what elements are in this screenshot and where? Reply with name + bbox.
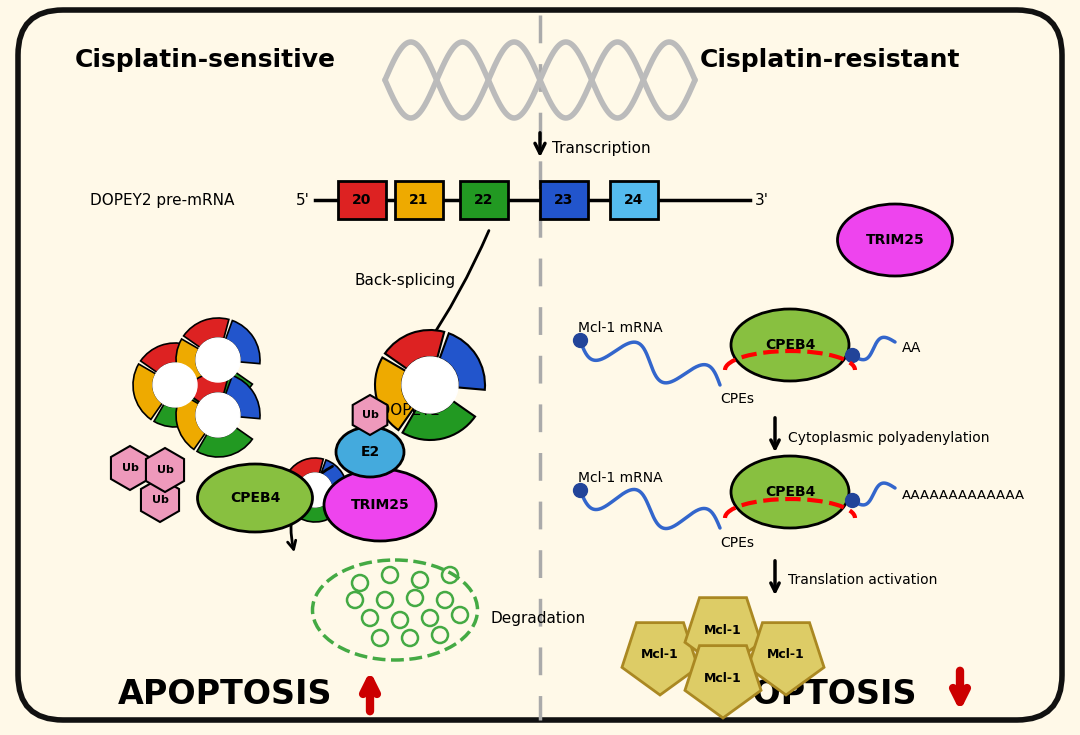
Polygon shape [111, 446, 149, 490]
Text: Mcl-1: Mcl-1 [642, 648, 679, 662]
Wedge shape [197, 373, 253, 402]
Wedge shape [321, 460, 347, 492]
FancyBboxPatch shape [460, 181, 508, 219]
Wedge shape [283, 474, 306, 516]
Wedge shape [183, 345, 217, 389]
Circle shape [153, 363, 197, 407]
FancyBboxPatch shape [610, 181, 658, 219]
Circle shape [195, 393, 240, 437]
Ellipse shape [324, 469, 436, 541]
Polygon shape [685, 598, 761, 670]
Text: CPEB4: CPEB4 [765, 338, 815, 352]
Text: Cisplatin-resistant: Cisplatin-resistant [700, 48, 960, 72]
Polygon shape [146, 448, 184, 492]
Text: 24: 24 [624, 193, 644, 207]
Text: AAAAAAAAAAAAA: AAAAAAAAAAAAA [902, 489, 1025, 501]
Ellipse shape [336, 427, 404, 477]
Text: TRIM25: TRIM25 [866, 233, 924, 247]
Text: Cytoplasmic polyadenylation: Cytoplasmic polyadenylation [788, 431, 989, 445]
Ellipse shape [198, 464, 312, 532]
Text: Translation activation: Translation activation [788, 573, 937, 587]
Text: 23: 23 [554, 193, 573, 207]
Text: Cisplatin-sensitive: Cisplatin-sensitive [75, 48, 336, 72]
Polygon shape [353, 395, 388, 435]
Wedge shape [197, 428, 253, 457]
Text: 21: 21 [409, 193, 429, 207]
Circle shape [298, 473, 332, 507]
Ellipse shape [731, 456, 849, 528]
Wedge shape [140, 343, 186, 373]
FancyBboxPatch shape [18, 10, 1062, 720]
Text: 3': 3' [755, 193, 769, 207]
Text: 22: 22 [474, 193, 494, 207]
Text: Back-splicing: Back-splicing [355, 273, 456, 287]
Text: Mcl-1 mRNA: Mcl-1 mRNA [578, 471, 663, 485]
Wedge shape [226, 320, 260, 364]
Text: Mcl-1: Mcl-1 [704, 672, 742, 684]
Wedge shape [440, 333, 485, 390]
Text: TRIM25: TRIM25 [351, 498, 409, 512]
Text: Ub: Ub [362, 410, 378, 420]
Polygon shape [141, 478, 179, 522]
Text: Transcription: Transcription [552, 140, 650, 156]
Text: CPEs: CPEs [720, 392, 754, 406]
Text: Mcl-1: Mcl-1 [704, 623, 742, 637]
FancyBboxPatch shape [395, 181, 443, 219]
Wedge shape [299, 500, 341, 522]
Text: cDOPEY2: cDOPEY2 [370, 403, 440, 417]
Ellipse shape [731, 309, 849, 381]
Text: APOPTOSIS: APOPTOSIS [703, 678, 917, 711]
Polygon shape [685, 645, 761, 718]
Wedge shape [226, 376, 260, 419]
Text: DOPEY2 pre-mRNA: DOPEY2 pre-mRNA [90, 193, 234, 207]
Text: CPEB4: CPEB4 [765, 485, 815, 499]
Ellipse shape [837, 204, 953, 276]
Text: 5': 5' [296, 193, 310, 207]
Wedge shape [176, 339, 205, 395]
FancyBboxPatch shape [338, 181, 386, 219]
Wedge shape [184, 373, 229, 402]
Wedge shape [403, 401, 475, 440]
Text: Ub: Ub [151, 495, 168, 505]
Text: 20: 20 [352, 193, 372, 207]
Wedge shape [384, 330, 444, 369]
Text: Mcl-1 mRNA: Mcl-1 mRNA [578, 321, 663, 335]
Polygon shape [622, 623, 698, 695]
Text: Ub: Ub [157, 465, 174, 475]
Text: AA: AA [902, 341, 921, 355]
Circle shape [195, 338, 240, 382]
Text: Degradation: Degradation [490, 611, 585, 625]
Text: CPEB4: CPEB4 [230, 491, 280, 505]
Text: APOPTOSIS: APOPTOSIS [118, 678, 333, 711]
Text: E2: E2 [361, 445, 380, 459]
Wedge shape [133, 364, 162, 420]
Circle shape [402, 357, 458, 413]
Wedge shape [176, 394, 205, 449]
Text: Mcl-1: Mcl-1 [767, 648, 805, 662]
Wedge shape [375, 357, 414, 430]
Wedge shape [288, 458, 323, 480]
FancyBboxPatch shape [540, 181, 588, 219]
Wedge shape [184, 318, 229, 348]
Polygon shape [748, 623, 824, 695]
Text: CPEs: CPEs [720, 536, 754, 550]
Text: Ub: Ub [122, 463, 138, 473]
Wedge shape [154, 398, 210, 427]
